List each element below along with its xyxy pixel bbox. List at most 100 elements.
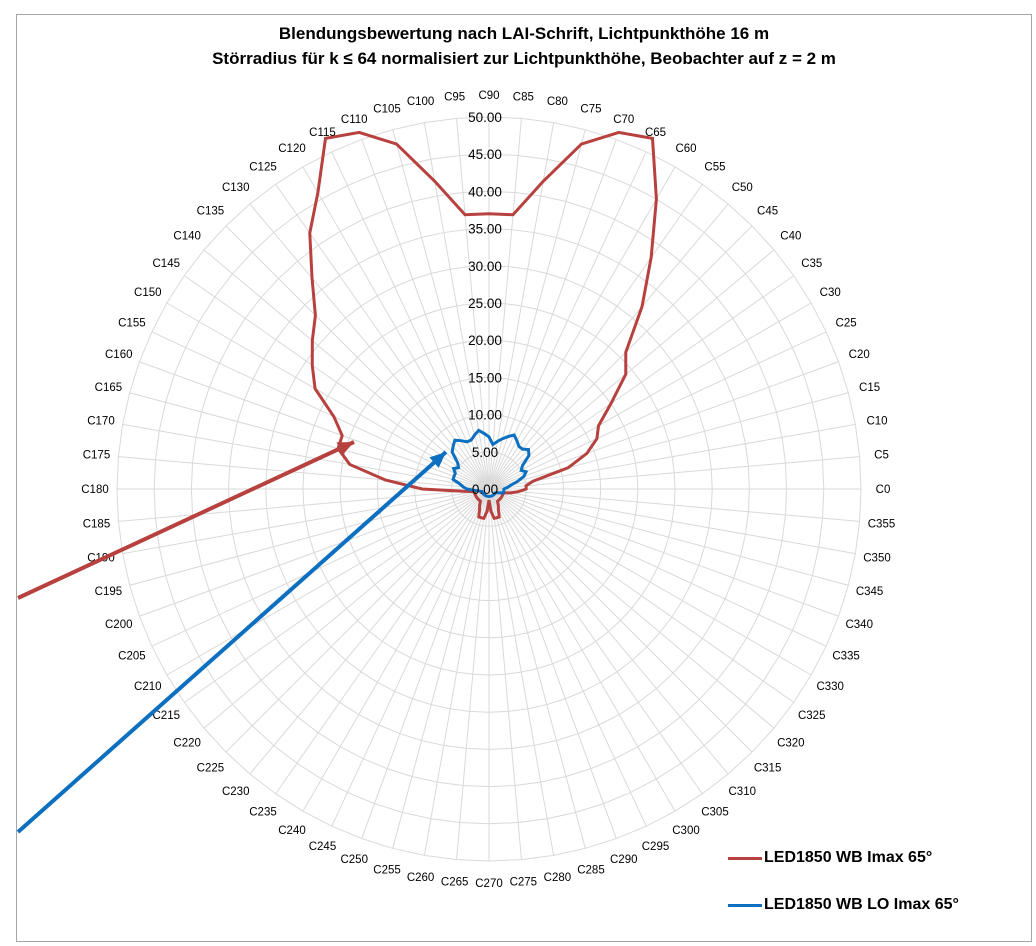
category-label: C125 — [249, 161, 277, 173]
grid-spoke — [488, 423, 856, 490]
grid-spoke — [122, 488, 490, 555]
grid-spoke — [118, 488, 490, 522]
category-label: C25 — [836, 317, 857, 329]
grid-spoke — [488, 488, 647, 827]
category-label: C270 — [475, 878, 503, 890]
category-label: C175 — [83, 450, 111, 462]
category-label: C15 — [859, 382, 880, 394]
legend-swatch-series-2 — [728, 903, 762, 907]
chart-title: Blendungsbewertung nach LAI-Schrift, Lic… — [278, 24, 770, 43]
category-label: C195 — [95, 586, 123, 598]
chart-subtitle: Störradius für k ≤ 64 normalisiert zur L… — [212, 49, 836, 68]
grid-spoke — [129, 392, 490, 490]
grid-spoke — [331, 151, 490, 490]
grid-spoke — [183, 275, 490, 490]
category-label: C65 — [645, 127, 666, 139]
radial-tick-label: 50.00 — [468, 110, 502, 125]
grid-spoke — [488, 183, 703, 490]
category-label: C285 — [577, 865, 605, 877]
grid-spoke — [488, 488, 522, 860]
legend-item-series-1: LED1850 WB Imax 65° — [728, 849, 932, 867]
annotation-arrow-2 — [16, 450, 448, 834]
grid-spoke — [139, 488, 490, 617]
radial-tick-label: 15.00 — [468, 370, 502, 385]
grid-spoke — [183, 488, 490, 703]
series-line-2 — [450, 428, 531, 498]
grid-spoke — [488, 361, 839, 490]
radial-tick-label: 40.00 — [468, 184, 502, 199]
grid-spoke — [129, 488, 490, 586]
grid-spoke — [488, 331, 827, 490]
category-label: C120 — [278, 143, 306, 155]
grid-spoke — [249, 488, 490, 775]
grid-spoke — [488, 488, 555, 856]
annotation-arrow-1-head — [336, 442, 354, 456]
category-label: C350 — [863, 552, 891, 564]
grid-spoke — [488, 129, 586, 490]
grid-spoke — [488, 139, 617, 490]
grid-spoke — [488, 249, 775, 490]
category-label: C315 — [754, 763, 782, 775]
category-label: C85 — [513, 91, 534, 103]
category-label: C215 — [153, 710, 181, 722]
legend-label-series-1: LED1850 WB Imax 65° — [764, 849, 933, 866]
category-label: C45 — [757, 205, 778, 217]
category-label: C105 — [373, 103, 401, 115]
category-label: C335 — [832, 651, 860, 663]
grid-spoke — [456, 488, 490, 860]
grid-spoke — [488, 488, 856, 555]
category-label: C145 — [153, 258, 181, 270]
grid-spoke — [488, 203, 729, 490]
annotation-arrows — [16, 440, 448, 834]
grid-spoke — [456, 118, 490, 490]
grid-spoke — [488, 488, 676, 812]
category-label: C260 — [407, 872, 435, 884]
category-label: C185 — [83, 518, 111, 530]
category-label: C35 — [801, 258, 822, 270]
radial-tick-label: 45.00 — [468, 147, 502, 162]
grid-spoke — [488, 488, 812, 676]
grid-spoke — [488, 392, 849, 490]
category-label: C220 — [173, 737, 201, 749]
radial-tick-label: 5.00 — [472, 445, 498, 460]
grid-spoke — [392, 129, 490, 490]
category-label: C295 — [642, 841, 670, 853]
category-label: C50 — [732, 182, 753, 194]
grid-spoke — [488, 302, 812, 490]
grid-spoke — [302, 488, 490, 812]
radar-grid — [116, 116, 862, 862]
grid-spoke — [488, 225, 753, 490]
category-label: C170 — [87, 416, 115, 428]
grid-spoke — [302, 166, 490, 490]
category-label: C150 — [134, 287, 162, 299]
grid-spoke — [488, 275, 795, 490]
category-label: C130 — [222, 182, 250, 194]
grid-spoke — [488, 488, 795, 703]
category-label: C55 — [704, 161, 725, 173]
grid-spoke — [203, 249, 490, 490]
radial-tick-label: 35.00 — [468, 222, 502, 237]
category-label: C310 — [729, 786, 757, 798]
category-label: C90 — [478, 90, 499, 102]
category-label: C265 — [441, 877, 469, 889]
category-label: C340 — [845, 619, 873, 631]
radial-tick-label: 30.00 — [468, 259, 502, 274]
grid-spoke — [275, 488, 490, 795]
category-label: C135 — [197, 205, 225, 217]
category-label: C30 — [820, 287, 841, 299]
grid-spoke — [488, 151, 647, 490]
annotation-arrow-2-head — [429, 452, 446, 468]
radial-tick-label: 20.00 — [468, 333, 502, 348]
category-label: C5 — [874, 450, 889, 462]
category-label: C235 — [249, 807, 277, 819]
grid-spoke — [249, 203, 490, 490]
grid-spoke — [488, 488, 827, 647]
category-label: C250 — [340, 854, 368, 866]
grid-spoke — [203, 488, 490, 729]
category-label: C225 — [197, 763, 225, 775]
category-label: C210 — [134, 681, 162, 693]
grid-spoke — [118, 456, 490, 490]
category-label: C160 — [105, 349, 133, 361]
category-label: C75 — [580, 103, 601, 115]
